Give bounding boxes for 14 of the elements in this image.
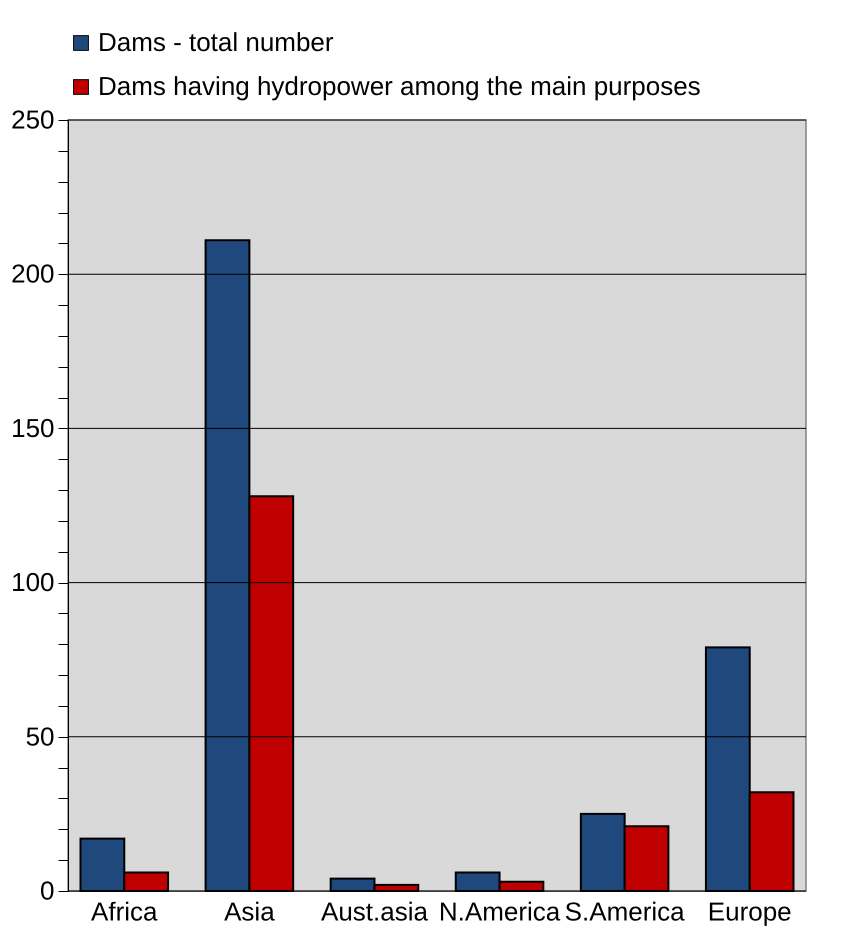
y-tick-label: 200 [11,258,54,289]
x-tick-label: S.America [564,896,686,926]
x-tick-label: Europe [708,896,792,926]
legend-label: Dams having hydropower among the main purposes [98,71,701,101]
y-tick-label: 250 [11,104,54,134]
legend-label: Dams - total number [98,27,334,57]
y-tick-label: 50 [26,721,54,752]
x-tick-label: Asia [224,896,276,926]
y-tick-label: 100 [11,567,54,598]
x-tick-label: Aust.asia [320,896,428,926]
x-tick-label: Africa [91,896,158,926]
y-tick-label: 0 [40,876,54,906]
y-tick-label: 150 [11,412,54,443]
x-tick-label: N.America [438,896,561,926]
